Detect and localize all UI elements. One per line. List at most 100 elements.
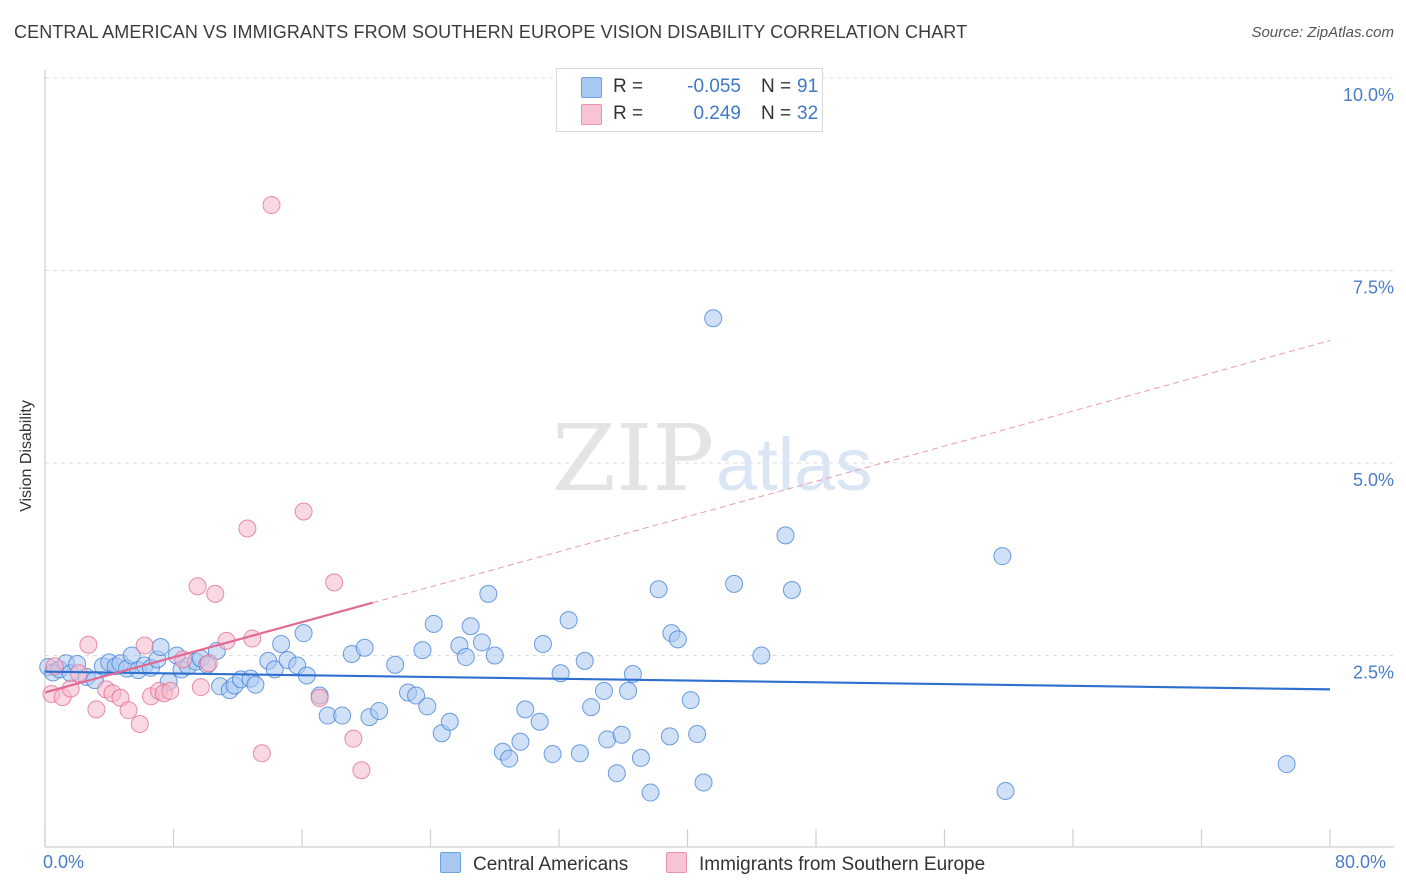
- data-point: [511, 732, 530, 751]
- data-point: [246, 675, 265, 694]
- data-point: [533, 634, 552, 653]
- data-point: [355, 638, 374, 657]
- source-label: Source: ZipAtlas.com: [1251, 24, 1394, 41]
- data-point: [996, 782, 1015, 801]
- data-point: [188, 577, 207, 596]
- watermark-zip: ZIP: [552, 405, 714, 512]
- data-point: [776, 526, 795, 545]
- data-point: [87, 700, 106, 719]
- data-point: [45, 657, 64, 676]
- bottom-legend-label: Central Americans: [473, 854, 629, 875]
- data-point: [668, 630, 687, 649]
- data-point: [456, 648, 475, 667]
- trend-line-southern-europe-extrapolated: [372, 340, 1331, 604]
- chart-title: CENTRAL AMERICAN VS IMMIGRANTS FROM SOUT…: [14, 22, 968, 42]
- y-tick-labels: 2.5% 5.0% 7.5% 10.0%: [1343, 85, 1394, 683]
- legend-n-value: 91: [797, 76, 819, 97]
- data-point: [570, 744, 589, 763]
- data-point: [130, 715, 149, 734]
- data-point: [294, 624, 313, 643]
- data-point: [206, 584, 225, 603]
- x-tick-label-min: 0.0%: [43, 852, 85, 872]
- data-point: [485, 646, 504, 665]
- legend-swatch-blue: [581, 77, 602, 98]
- watermark-atlas: atlas: [716, 423, 872, 506]
- axes: [44, 70, 1394, 848]
- data-point: [704, 309, 723, 328]
- bottom-legend-swatch-blue: [440, 852, 461, 873]
- legend-swatch-pink: [581, 104, 602, 125]
- data-point: [238, 519, 257, 538]
- bottom-legend-southern-europe: Immigrants from Southern Europe: [666, 852, 985, 876]
- bottom-legend-central-americans: Central Americans: [440, 852, 628, 876]
- data-point: [418, 697, 437, 716]
- data-point: [79, 635, 98, 654]
- data-point: [119, 701, 138, 720]
- data-point: [660, 727, 679, 746]
- legend-r-value: -0.055: [687, 76, 741, 97]
- data-point: [294, 502, 313, 521]
- data-point: [594, 681, 613, 700]
- data-point: [461, 617, 480, 636]
- data-point: [413, 641, 432, 660]
- gridlines: [45, 77, 1394, 656]
- data-point: [782, 581, 801, 600]
- data-point: [619, 681, 638, 700]
- data-point: [151, 638, 170, 657]
- data-point: [472, 633, 491, 652]
- data-point: [993, 547, 1012, 566]
- data-point: [199, 654, 218, 673]
- trend-lines: [44, 340, 1331, 694]
- data-point: [575, 651, 594, 670]
- data-point: [551, 664, 570, 683]
- legend-r-value: 0.249: [693, 103, 741, 124]
- correlation-legend: R = -0.055 N = 91 R = 0.249 N = 32: [556, 68, 823, 132]
- data-point: [344, 729, 363, 748]
- data-point: [688, 725, 707, 744]
- data-point: [272, 634, 291, 653]
- data-point: [516, 700, 535, 719]
- data-point: [1277, 755, 1296, 774]
- data-point: [582, 698, 601, 717]
- y-tick-label: 7.5%: [1353, 278, 1394, 298]
- data-point: [135, 636, 154, 655]
- data-point: [725, 574, 744, 593]
- data-point: [407, 686, 426, 705]
- data-point: [694, 773, 713, 792]
- data-point: [631, 748, 650, 767]
- series-central-americans: [39, 309, 1296, 802]
- data-point: [440, 712, 459, 731]
- data-point: [479, 584, 498, 603]
- y-tick-label: 5.0%: [1353, 470, 1394, 490]
- y-tick-label: 2.5%: [1353, 663, 1394, 683]
- data-point: [752, 646, 771, 665]
- data-point: [161, 681, 180, 700]
- bottom-legend-swatch-pink: [666, 852, 687, 873]
- trend-line-southern-europe: [44, 601, 373, 694]
- legend-n-label: N =: [761, 103, 792, 124]
- data-point: [262, 196, 281, 215]
- data-point: [310, 688, 329, 707]
- legend-n-value: 32: [797, 103, 819, 124]
- data-point: [252, 744, 271, 763]
- data-point: [352, 761, 371, 780]
- data-point: [424, 614, 443, 633]
- data-point: [386, 655, 405, 674]
- data-point: [641, 783, 660, 802]
- data-point: [530, 712, 549, 731]
- data-point: [325, 573, 344, 592]
- data-point: [681, 691, 700, 710]
- y-tick-label: 10.0%: [1343, 85, 1394, 105]
- data-point: [559, 611, 578, 630]
- legend-r-label: R =: [613, 76, 644, 97]
- data-point: [607, 764, 626, 783]
- legend-r-label: R =: [613, 103, 644, 124]
- series-immigrants-southern-europe: [42, 196, 371, 780]
- data-point: [543, 745, 562, 764]
- data-point: [500, 749, 519, 768]
- data-point: [191, 678, 210, 697]
- data-point: [243, 629, 262, 648]
- x-tick-label-max: 80.0%: [1335, 852, 1387, 872]
- data-point: [623, 664, 642, 683]
